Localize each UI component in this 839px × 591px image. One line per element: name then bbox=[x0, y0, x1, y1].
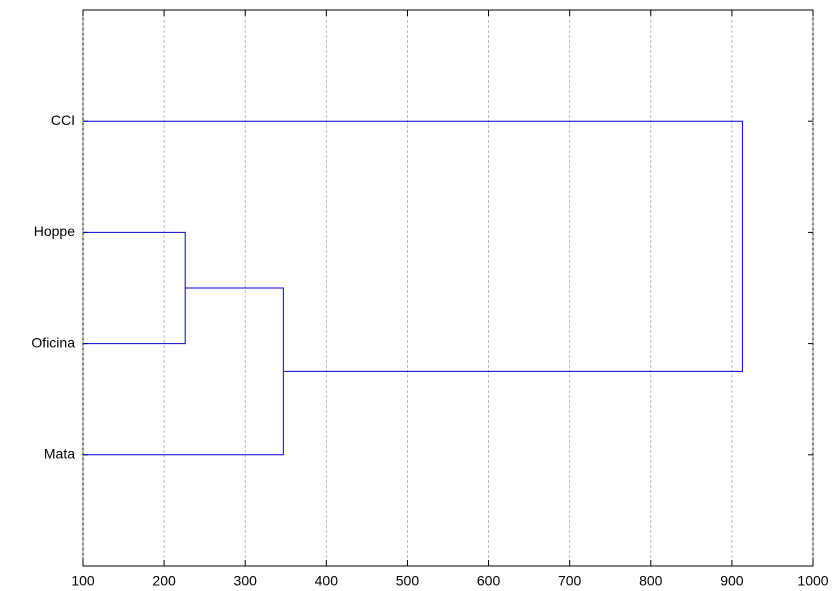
y-tick-label: Mata bbox=[44, 446, 75, 462]
x-tick-label: 400 bbox=[315, 573, 339, 589]
dendrogram-link bbox=[83, 287, 284, 456]
x-tick-label: 800 bbox=[639, 573, 663, 589]
y-tick-label: CCI bbox=[51, 112, 75, 128]
x-tick-label: 100 bbox=[71, 573, 95, 589]
x-tick-label: 1000 bbox=[797, 573, 828, 589]
x-tick-label: 500 bbox=[396, 573, 420, 589]
x-tick-label: 300 bbox=[234, 573, 258, 589]
dendrogram-link bbox=[83, 231, 186, 345]
x-tick-label: 700 bbox=[558, 573, 582, 589]
x-tick-label: 200 bbox=[152, 573, 176, 589]
y-tick-label: Hoppe bbox=[34, 223, 75, 239]
y-tick-label: Oficina bbox=[31, 334, 75, 350]
dendrogram-link bbox=[83, 120, 743, 372]
x-tick-label: 900 bbox=[720, 573, 744, 589]
x-tick-label: 600 bbox=[477, 573, 501, 589]
